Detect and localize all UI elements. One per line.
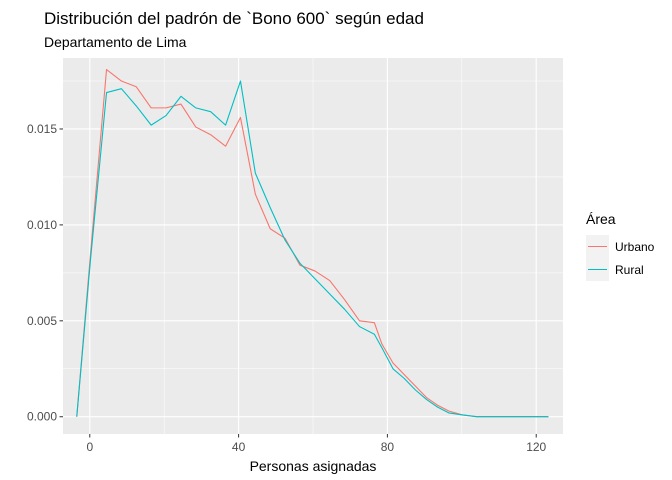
legend-items: Urbano Rural <box>586 235 655 281</box>
grid-minor <box>63 58 563 434</box>
x-tick-label: 0 <box>86 440 93 454</box>
y-tick-label: 0.005 <box>27 314 57 328</box>
chart-title: Distribución del padrón de `Bono 600` se… <box>44 9 424 28</box>
x-tick-label: 120 <box>526 440 546 454</box>
legend-label: Urbano <box>615 240 655 254</box>
x-tick-label: 80 <box>381 440 395 454</box>
y-tick-label: 0.015 <box>27 122 57 136</box>
x-tick-label: 40 <box>232 440 246 454</box>
y-tick-label: 0.010 <box>27 218 57 232</box>
y-tick-label: 0.000 <box>27 410 57 424</box>
legend: Área Urbano Rural <box>586 211 655 281</box>
axis-ticks <box>59 128 537 438</box>
legend-title: Área <box>586 211 616 227</box>
x-axis-title: Personas asignadas <box>250 458 377 474</box>
series-line-rural <box>76 80 549 418</box>
legend-label: Rural <box>615 263 644 277</box>
x-tick-labels: 0 40 80 120 <box>86 440 546 454</box>
series-lines <box>76 68 549 418</box>
y-tick-labels: 0.000 0.005 0.010 0.015 <box>27 122 57 424</box>
chart-subtitle: Departamento de Lima <box>44 34 187 50</box>
